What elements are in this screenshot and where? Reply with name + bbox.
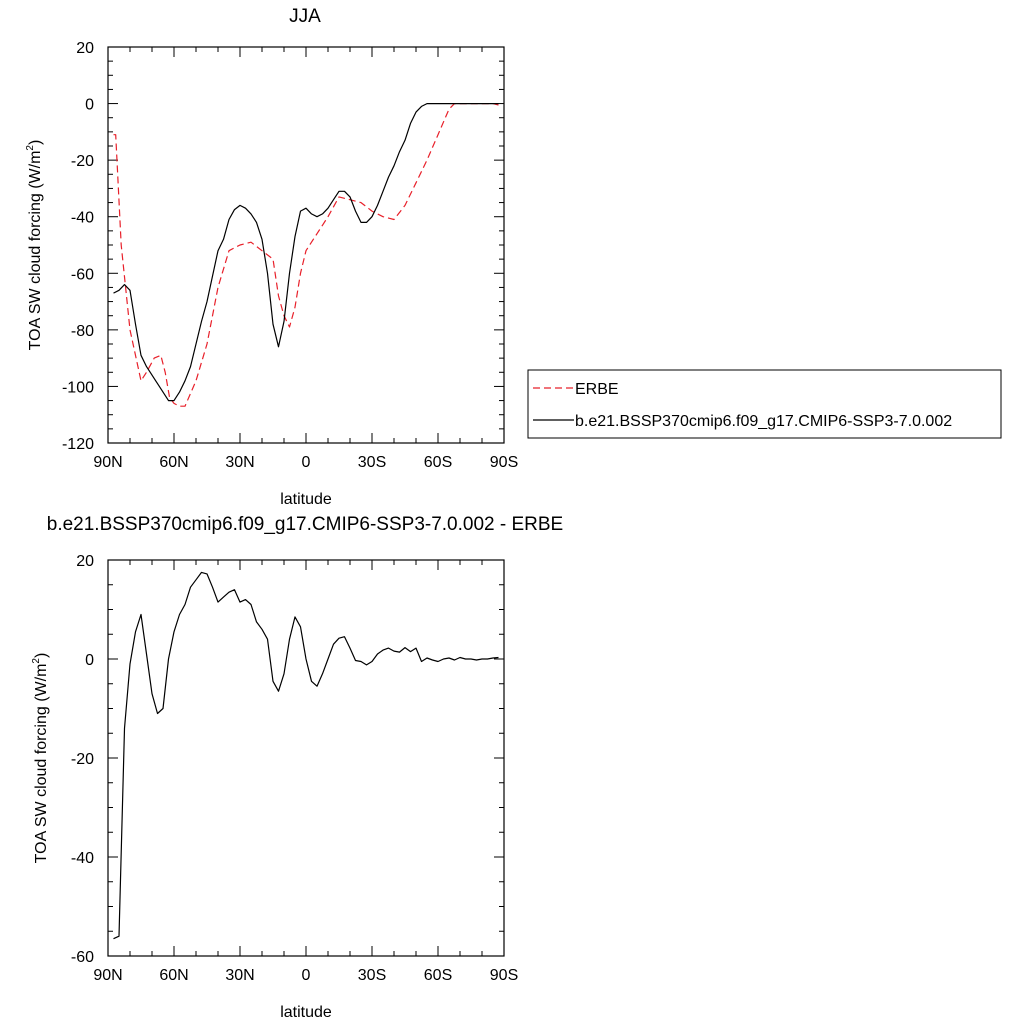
top-x-tick-label: 30S <box>358 454 386 471</box>
top-series-line-0 <box>113 102 499 407</box>
top-y-axis-label-sup: 2 <box>25 145 36 151</box>
bottom-y-tick-label: 20 <box>76 553 94 570</box>
top-x-axis-label: latitude <box>280 491 332 508</box>
top-y-tick-label: -60 <box>71 266 94 283</box>
top-y-tick-label: -120 <box>62 436 94 453</box>
bottom-y-tick-label: -40 <box>71 850 94 867</box>
top-x-tick-label: 60S <box>424 454 452 471</box>
top-y-tick-label: -80 <box>71 323 94 340</box>
top-x-tick-label: 90S <box>490 454 518 471</box>
bottom-x-tick-label: 60S <box>424 967 452 984</box>
top-x-tick-label: 0 <box>302 454 311 471</box>
bottom-tick-group: 90N 60N 30N 0 30S 60S 90S 20 0 -20 -40 -60 <box>71 553 518 984</box>
legend-box <box>527 369 1002 439</box>
bottom-x-axis-label: latitude <box>280 1004 332 1021</box>
top-series-line-1 <box>113 102 499 402</box>
bottom-y-axis-label-end: ) <box>33 653 50 658</box>
legend-label-erbe: ERBE <box>575 381 619 398</box>
legend: ERBE b.e21.BSSP370cmip6.f09_g17.CMIP6-SS… <box>527 369 1002 439</box>
top-tick-group: 90N 60N 30N 0 30S 60S 90S 20 0 -20 -40 -60 -80 -100 -1… <box>62 40 518 471</box>
bottom-x-tick-label: 90S <box>490 967 518 984</box>
top-y-axis-label-main: TOA SW cloud forcing (W/m <box>27 151 44 351</box>
top-y-axis-label: TOA SW cloud forcing (W/m2) <box>25 140 44 351</box>
top-series-group <box>113 102 499 407</box>
top-x-tick-label: 30N <box>225 454 254 471</box>
top-y-tick-label: -20 <box>71 153 94 170</box>
top-x-tick-label: 90N <box>93 454 122 471</box>
top-y-tick-label: 20 <box>76 40 94 57</box>
top-chart-title: JJA <box>289 6 321 27</box>
bottom-x-tick-label: 60N <box>159 967 188 984</box>
bottom-series-group <box>113 571 499 940</box>
bottom-y-tick-label: -60 <box>71 949 94 966</box>
bottom-plot-frame <box>107 559 505 957</box>
top-chart: JJA 90N 60N 30N 0 30S 60S 90S 20 0 -20 -40 -60 -80 -1… <box>25 6 1002 508</box>
top-x-tick-label: 60N <box>159 454 188 471</box>
bottom-x-tick-label: 90N <box>93 967 122 984</box>
legend-label-model: b.e21.BSSP370cmip6.f09_g17.CMIP6-SSP3-7.… <box>575 413 952 430</box>
top-y-tick-label: -100 <box>62 379 94 396</box>
bottom-chart-title: b.e21.BSSP370cmip6.f09_g17.CMIP6-SSP3-7.… <box>47 514 563 535</box>
bottom-y-tick-label: -20 <box>71 751 94 768</box>
bottom-x-tick-label: 30N <box>225 967 254 984</box>
bottom-x-tick-label: 30S <box>358 967 386 984</box>
bottom-chart: b.e21.BSSP370cmip6.f09_g17.CMIP6-SSP3-7.… <box>31 514 563 1021</box>
top-y-axis-label-end: ) <box>27 140 44 145</box>
bottom-y-axis-label: TOA SW cloud forcing (W/m2) <box>31 653 50 864</box>
bottom-y-axis-label-sup: 2 <box>31 658 42 664</box>
bottom-y-tick-label: 0 <box>85 652 94 669</box>
top-y-tick-label: 0 <box>85 97 94 114</box>
top-y-tick-label: -40 <box>71 210 94 227</box>
bottom-y-axis-label-main: TOA SW cloud forcing (W/m <box>33 664 50 864</box>
bottom-x-tick-label: 0 <box>302 967 311 984</box>
bottom-series-line-0 <box>113 571 499 940</box>
